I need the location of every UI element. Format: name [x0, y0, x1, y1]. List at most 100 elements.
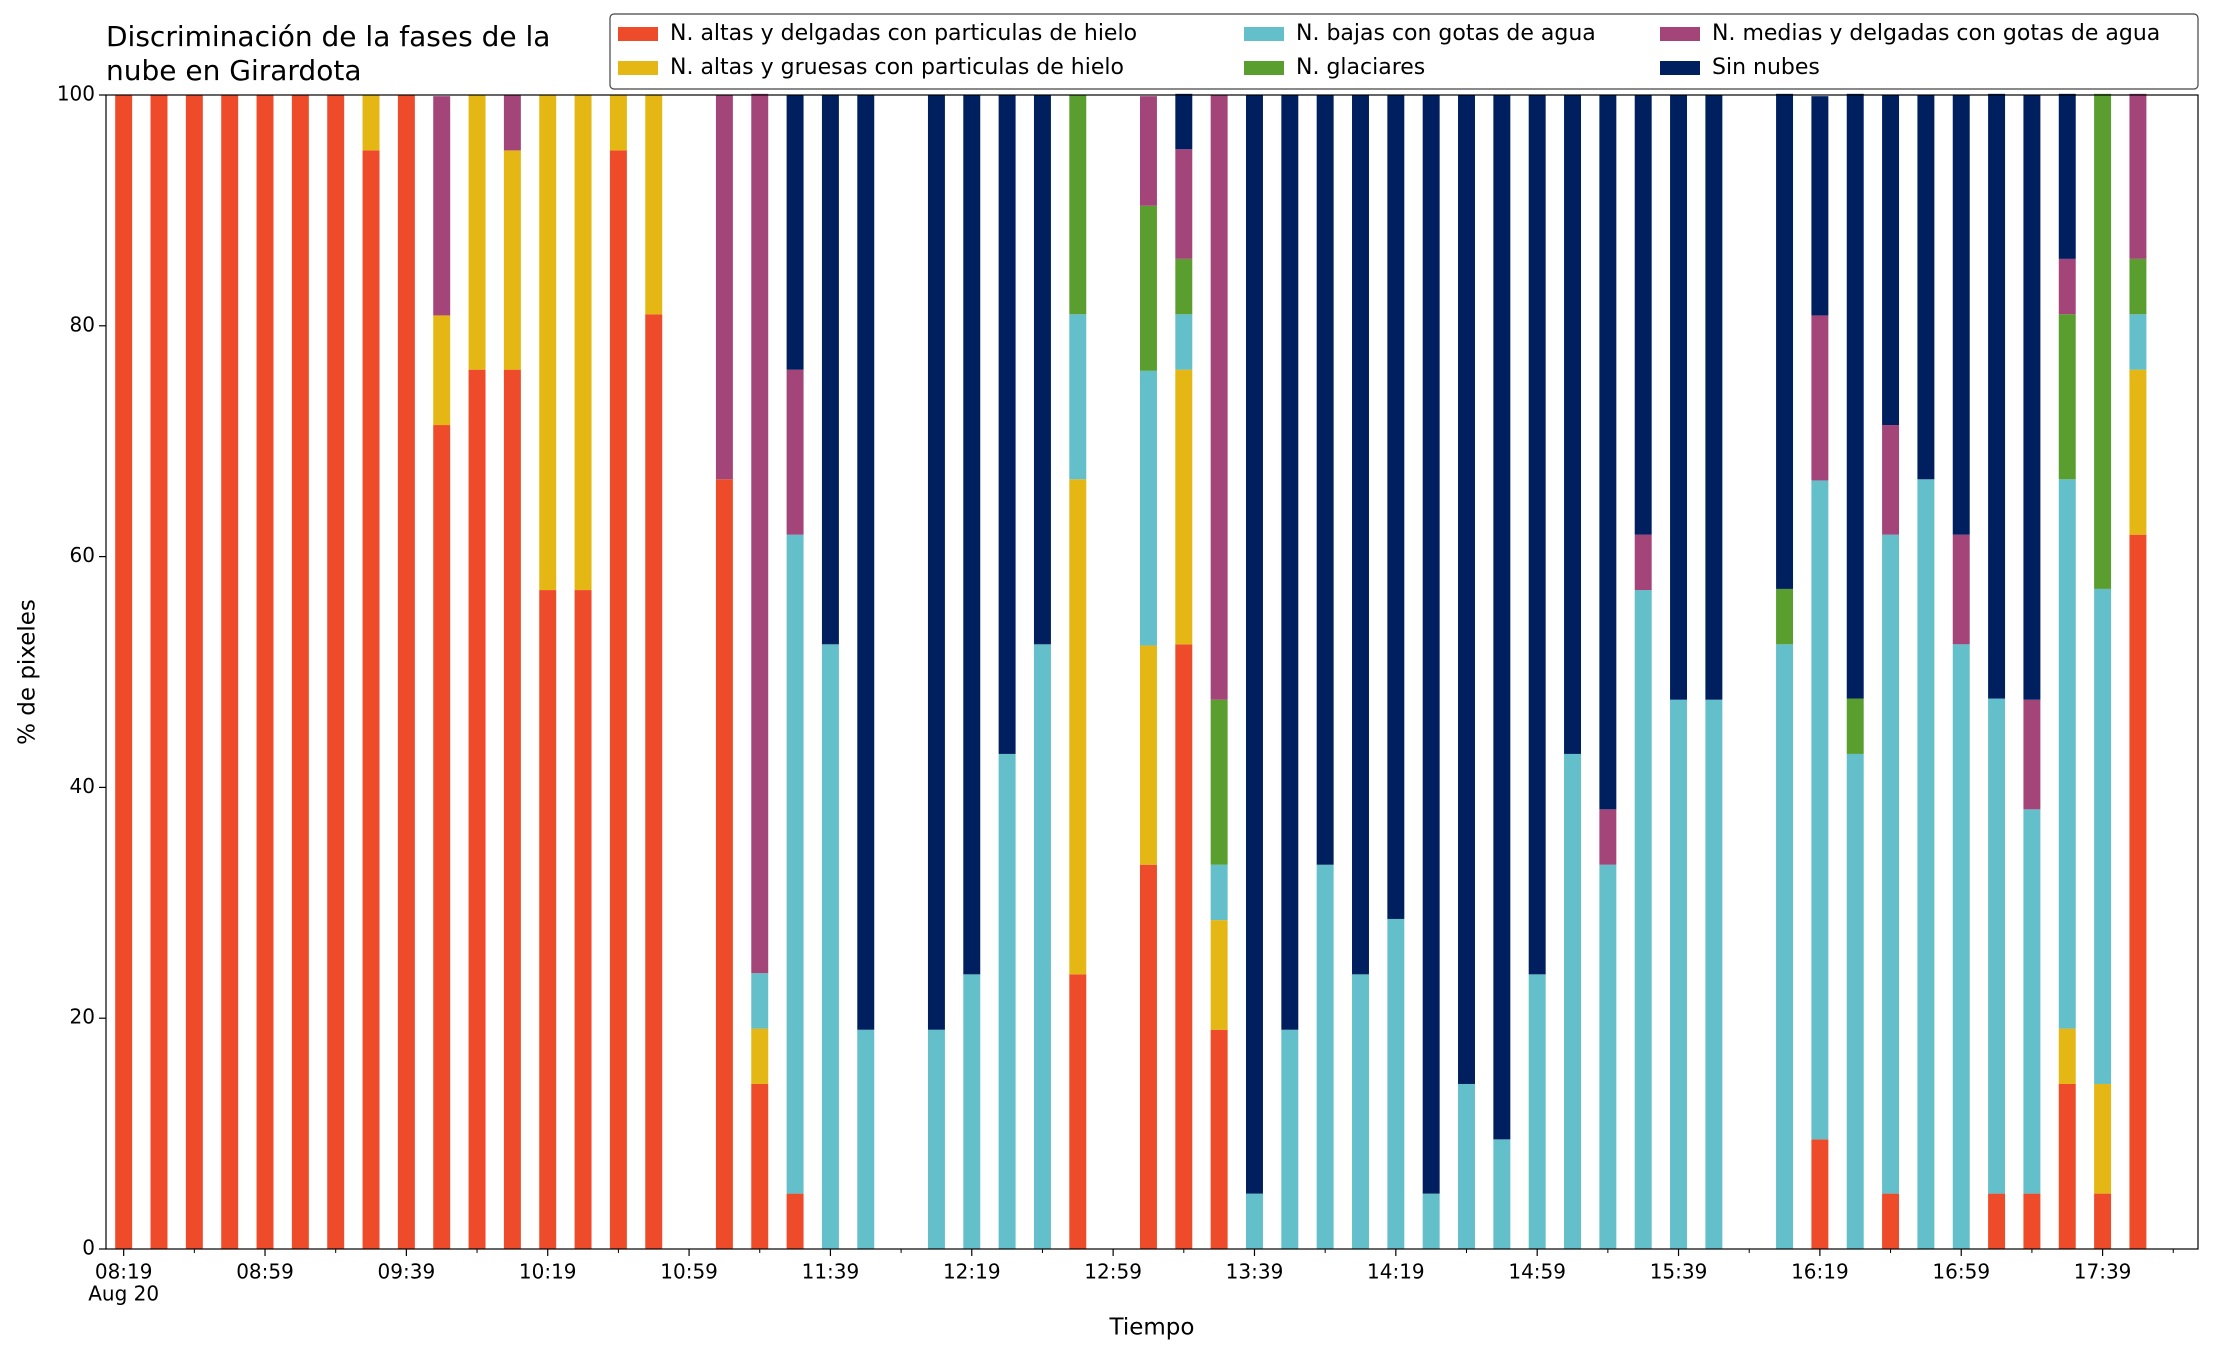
bar-segment — [1281, 1029, 1299, 1249]
bar-segment — [433, 96, 451, 316]
bar-segment — [1139, 864, 1157, 1249]
plot-frame — [105, 94, 2199, 1250]
bar-segment — [1175, 149, 1193, 259]
bar-segment — [1776, 93, 1794, 589]
bar-segment — [998, 95, 1016, 754]
bar-segment — [2129, 369, 2147, 535]
bar-segment — [503, 150, 521, 370]
bar-segment — [539, 590, 557, 1249]
bar-segment — [1175, 644, 1193, 1249]
bar-segment — [1175, 314, 1193, 370]
bar-segment — [1599, 809, 1617, 865]
legend-label: N. medias y delgadas con gotas de agua — [1712, 21, 2160, 46]
bar-segment — [1846, 93, 1864, 699]
bar-segment — [751, 1083, 769, 1249]
bar-segment — [645, 314, 663, 1249]
bar-segment — [468, 95, 486, 370]
bar-segment — [2094, 1083, 2112, 1194]
bar-segment — [221, 95, 239, 1249]
legend-swatch — [1244, 61, 1284, 75]
bar-segment — [1988, 93, 2006, 699]
y-axis-label: % de pixeles — [15, 599, 41, 745]
bar-segment — [1422, 95, 1440, 1194]
bar-segment — [2129, 258, 2147, 315]
bar-segment — [433, 315, 451, 426]
bar-segment — [2129, 534, 2147, 1249]
bar-segment — [362, 150, 380, 1250]
bar-segment — [1387, 918, 1405, 1249]
y-tick-label: 60 — [70, 543, 95, 567]
bar-segment — [574, 590, 592, 1249]
y-tick-label: 0 — [82, 1236, 95, 1260]
bar-segment — [715, 95, 733, 480]
x-tick-label: 13:39 — [1226, 1260, 1284, 1284]
bar-segment — [185, 95, 203, 1249]
bar-segment — [1316, 864, 1334, 1249]
bar-segment — [1210, 920, 1228, 1030]
bar-segment — [1210, 95, 1228, 700]
bar-segment — [150, 95, 168, 1249]
bar-segment — [609, 150, 627, 1250]
bar-segment — [1811, 96, 1829, 316]
bar-segment — [1139, 645, 1157, 865]
x-tick-label: 10:19 — [519, 1260, 577, 1284]
bar-segment — [1705, 95, 1723, 700]
x-tick-label: 11:39 — [802, 1260, 860, 1284]
bar-segment — [2094, 1193, 2112, 1249]
bar-segment — [1210, 864, 1228, 921]
bar-segment — [1988, 1193, 2006, 1249]
bar-segment — [1670, 95, 1688, 700]
bar-segment — [362, 95, 380, 151]
bar-segment — [1352, 95, 1369, 975]
y-tick-label: 100 — [57, 82, 95, 106]
bar-segment — [1458, 1083, 1475, 1249]
bar-segment — [2058, 314, 2076, 480]
bar-segment — [115, 95, 133, 1249]
legend-label: Sin nubes — [1712, 55, 1820, 80]
bar-segment — [1210, 699, 1228, 865]
bar-segment — [1245, 1193, 1263, 1249]
bar-segment — [1493, 95, 1511, 1140]
bar-segment — [1952, 95, 1970, 535]
bar-segment — [715, 479, 733, 1250]
bar-segment — [2129, 314, 2147, 370]
x-tick-label: 12:59 — [1084, 1260, 1142, 1284]
bar-segment — [433, 425, 451, 1249]
bar-segment — [1528, 95, 1546, 975]
bar-segment — [468, 369, 486, 1250]
bar-segment — [397, 95, 415, 1249]
bar-segment — [645, 95, 663, 315]
bar-segment — [2094, 93, 2112, 589]
bar-segment — [2023, 95, 2041, 700]
bar-segment — [2094, 588, 2112, 1084]
x-tick-label: 14:59 — [1508, 1260, 1566, 1284]
bar-segment — [1705, 699, 1723, 1249]
bar-segment — [1917, 479, 1935, 1250]
bar-segment — [1564, 95, 1582, 754]
bar-segment — [821, 95, 839, 645]
bar-segment — [1882, 1193, 1900, 1249]
bar-segment — [2058, 258, 2076, 315]
bar-segment — [2058, 479, 2076, 1029]
x-tick-label: 09:39 — [378, 1260, 436, 1284]
bar-segment — [1917, 95, 1935, 480]
bar-segment — [1634, 534, 1652, 591]
bar-segment — [1069, 974, 1087, 1249]
legend-label: N. glaciares — [1296, 55, 1425, 80]
x-tick-label: 16:19 — [1791, 1260, 1849, 1284]
bar-segment — [1634, 95, 1652, 535]
legend-label: N. altas y delgadas con particulas de hi… — [670, 21, 1137, 46]
legend-box — [609, 13, 2199, 90]
bar-segment — [1811, 480, 1829, 1140]
bar-segment — [1175, 369, 1193, 645]
bar-segment — [327, 95, 345, 1249]
bar-segment — [1175, 258, 1193, 315]
bar-segment — [1952, 534, 1970, 645]
bar-segment — [1846, 698, 1864, 754]
bar-segment — [1846, 753, 1864, 1249]
bar-segment — [1210, 1029, 1228, 1249]
bar-segment — [2023, 699, 2041, 810]
x-tick-label: 17:39 — [2074, 1260, 2132, 1284]
bar-segment — [1033, 95, 1051, 645]
